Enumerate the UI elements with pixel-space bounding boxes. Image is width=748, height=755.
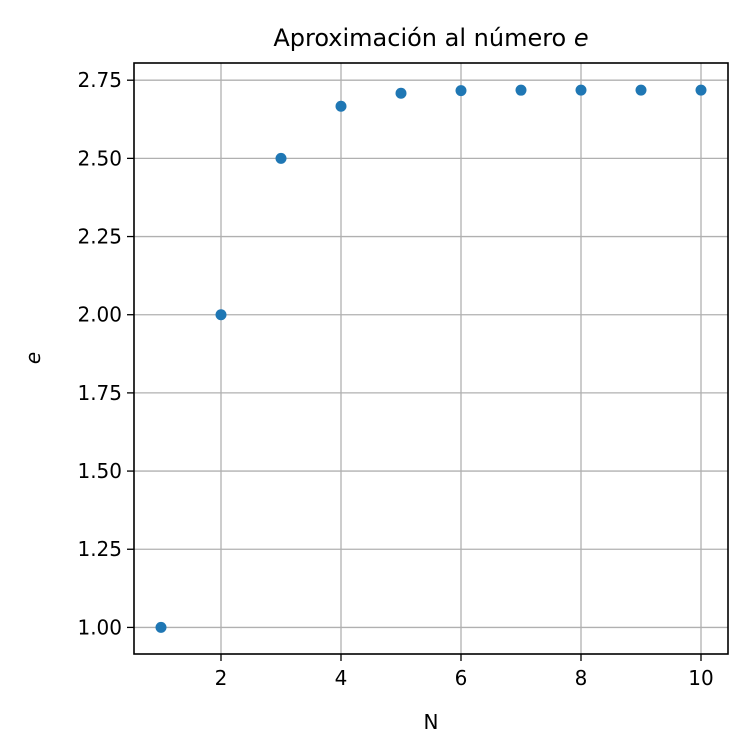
plot-frame [133, 62, 729, 655]
y-tick-label: 2.00 [77, 303, 122, 327]
x-tick-label: 2 [215, 666, 228, 690]
data-point [395, 87, 407, 99]
axis-ticks: 2 4 6 8 10 1.00 1.25 1.50 1.75 2.00 2.25 2.50 2.75 [77, 68, 713, 690]
y-axis-label: e [21, 352, 45, 364]
chart-title: Aproximación al número e [273, 24, 588, 52]
grid [134, 63, 728, 654]
y-tick-label: 1.00 [77, 615, 122, 639]
y-tick-label: 2.75 [77, 68, 122, 92]
data-point [515, 84, 527, 96]
y-tick-label: 1.50 [77, 459, 122, 483]
data-point [635, 84, 647, 96]
data-point [215, 309, 227, 321]
data-point [455, 85, 467, 97]
data-points [155, 84, 707, 633]
y-tick-label: 2.25 [77, 225, 122, 249]
x-tick-label: 8 [575, 666, 588, 690]
x-tick-label: 4 [335, 666, 348, 690]
y-tick-label: 2.50 [77, 146, 122, 170]
x-tick-label: 10 [688, 666, 713, 690]
data-point [575, 84, 587, 96]
data-point [155, 621, 167, 633]
data-point [275, 152, 287, 164]
y-tick-label: 1.25 [77, 537, 122, 561]
y-tick-label: 1.75 [77, 381, 122, 405]
x-axis-label: N [424, 710, 439, 734]
data-point [695, 84, 707, 96]
data-point [335, 100, 347, 112]
x-tick-label: 6 [455, 666, 468, 690]
